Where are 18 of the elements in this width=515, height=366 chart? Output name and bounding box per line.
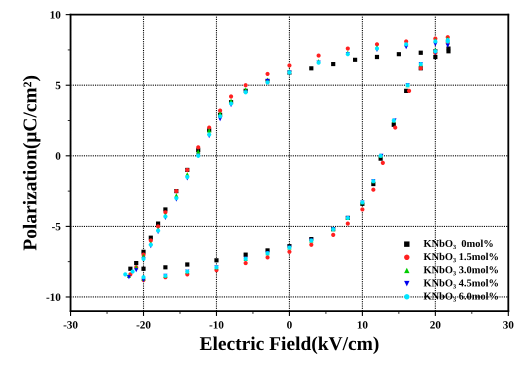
legend-label: KNbO₃ 0mol%: [424, 240, 493, 250]
x-tick-label: 0: [287, 321, 292, 329]
legend-label: KNbO₃ 3.0mol%: [424, 266, 498, 276]
x-tick-label: -20: [136, 321, 150, 329]
y-axis-title: Polarization(μC/cm²): [22, 76, 40, 250]
y-tick-label: 10: [50, 11, 60, 19]
x-tick-label: -10: [209, 321, 224, 329]
y-tick-label: 0: [56, 152, 60, 160]
x-tick-label: 10: [358, 321, 368, 329]
legend-label: KNbO₃ 1.5mol%: [424, 252, 498, 262]
x-tick-label: 20: [430, 321, 440, 329]
legend-label: KNbO₃ 4.5mol%: [424, 279, 498, 289]
x-tick-label: -30: [64, 321, 78, 329]
x-axis-title: Electric Field(kV/cm): [200, 336, 378, 354]
y-tick-label: 5: [56, 82, 60, 90]
y-tick-label: -10: [46, 293, 60, 301]
x-tick-label: 30: [503, 321, 514, 329]
y-tick-label: -5: [52, 222, 60, 230]
